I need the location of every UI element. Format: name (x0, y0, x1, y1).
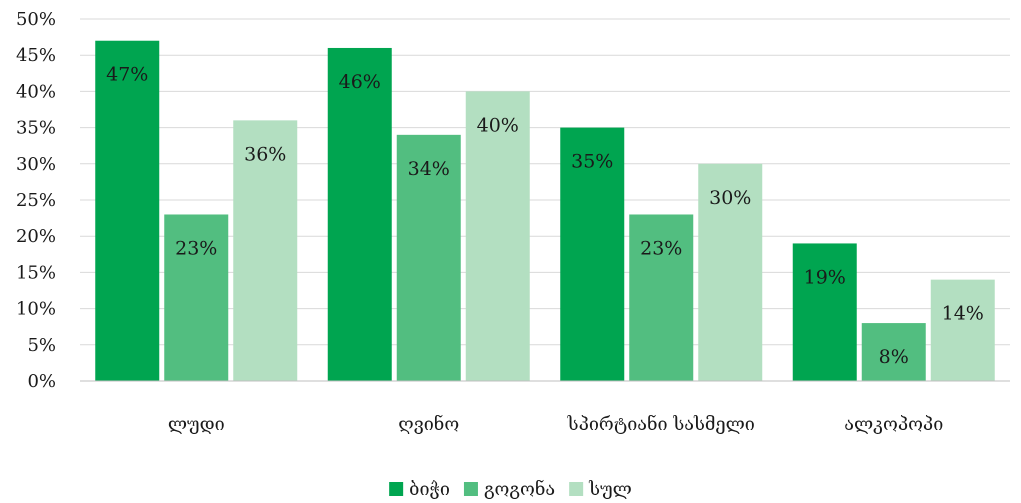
y-tick-label: 40% (16, 81, 56, 102)
x-category-label: სპირტიანი სასმელი (567, 413, 755, 435)
y-tick-label: 25% (16, 190, 56, 211)
data-label: 46% (339, 71, 381, 93)
legend-swatch (569, 482, 584, 496)
data-label: 23% (175, 237, 217, 259)
y-tick-label: 35% (16, 118, 56, 139)
legend-label: ბიჭი (409, 479, 450, 500)
bar (327, 47, 392, 382)
bar (861, 323, 926, 381)
data-label: 30% (709, 187, 751, 209)
y-tick-label: 10% (16, 299, 56, 320)
data-label: 35% (571, 151, 613, 173)
data-label: 23% (640, 237, 682, 259)
y-tick-label: 45% (16, 45, 56, 66)
legend-label: სულ (588, 479, 632, 500)
y-tick-label: 50% (16, 9, 56, 30)
data-labels: 47% 23% 36% 46% 34% 40% 35% 23% 30% 19% 8% 14% (106, 64, 984, 368)
bar (465, 91, 530, 382)
x-category-label: ლუდი (168, 414, 225, 435)
legend-swatch (389, 482, 404, 496)
bar (930, 279, 995, 381)
data-label: 14% (942, 303, 984, 325)
y-tick-label: 5% (27, 335, 56, 356)
bars (95, 40, 995, 382)
bar (698, 163, 763, 381)
legend: ბიჭი გოგონა სულ (389, 478, 632, 500)
data-label: 47% (106, 64, 148, 86)
y-tick-label: 20% (16, 226, 56, 247)
data-label: 40% (477, 114, 519, 136)
bar (164, 214, 229, 381)
y-tick-label: 30% (16, 154, 56, 175)
data-label: 19% (804, 266, 846, 288)
bar (629, 214, 694, 381)
bar (95, 40, 160, 381)
data-label: 34% (408, 158, 450, 180)
legend-swatch (463, 482, 478, 496)
y-axis-tick-labels: 0% 5% 10% 15% 20% 25% 30% 35% 40% 45% 50% (16, 9, 56, 392)
y-tick-label: 0% (27, 371, 56, 392)
legend-label: გოგონა (484, 478, 555, 500)
bar (560, 127, 625, 381)
x-axis: ლუდი ღვინო სპირტიანი სასმელი ალკოპოპი (80, 380, 1010, 435)
data-label: 36% (244, 143, 286, 165)
bar (396, 134, 461, 381)
x-category-label: ალკოპოპი (844, 414, 943, 435)
y-tick-label: 15% (16, 262, 56, 283)
bar (792, 243, 857, 381)
bar (233, 120, 298, 382)
x-category-label: ღვინო (398, 413, 459, 435)
data-label: 8% (879, 346, 909, 368)
